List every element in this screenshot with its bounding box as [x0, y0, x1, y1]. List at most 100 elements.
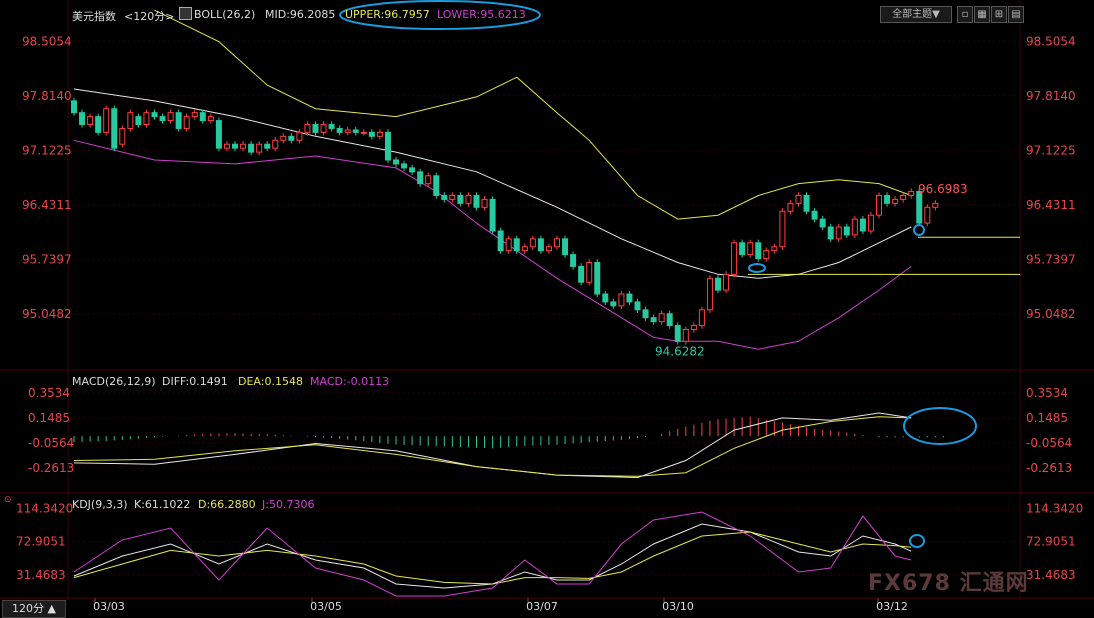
candle-body	[143, 112, 150, 126]
candle-body	[602, 293, 609, 303]
candle-body	[264, 143, 271, 149]
price-tick-label-right: 96.4311	[1026, 198, 1076, 212]
candle-body	[175, 112, 182, 129]
grid-icon[interactable]: ▦	[974, 6, 990, 23]
candle-body	[384, 131, 391, 161]
candle-body	[256, 143, 263, 153]
kdj-tick-label-left: 114.3420	[16, 502, 73, 516]
candle-body	[127, 112, 134, 129]
annotation-ellipse	[903, 407, 977, 445]
candle-body	[666, 313, 673, 327]
candle-body	[537, 238, 544, 252]
kdj-k-line	[73, 523, 912, 589]
candle-body	[932, 202, 939, 208]
candle-body	[167, 112, 174, 122]
candle-body	[513, 238, 520, 252]
candle-body	[859, 218, 866, 232]
date-tick-label: 03/03	[93, 600, 125, 613]
candle-body	[578, 265, 585, 283]
boll-lower-line	[73, 139, 912, 350]
candle-body	[843, 226, 850, 236]
price-tick-label-left: 96.4311	[22, 198, 72, 212]
candle-body	[698, 309, 705, 327]
candle-body	[892, 198, 899, 204]
candle-body	[610, 301, 617, 307]
candle-body	[795, 194, 802, 204]
candle-body	[441, 194, 448, 200]
candle-body	[706, 277, 713, 311]
candle-body	[280, 135, 287, 141]
candle-body	[747, 242, 754, 256]
candle-body	[682, 329, 689, 342]
boll-mid: MID:96.2085	[265, 8, 336, 21]
candle-body	[119, 127, 126, 145]
kdj-tick-label-right: 114.3420	[1026, 502, 1083, 516]
kdj-tick-label-left: 72.9051	[16, 535, 66, 549]
candle-body	[763, 250, 770, 260]
candle-body	[562, 238, 569, 256]
price-tick-label-right: 95.7397	[1026, 252, 1076, 266]
macd-tick-label-left: 0.3534	[28, 386, 70, 400]
date-tick-label: 03/12	[876, 600, 908, 613]
candle-body	[111, 108, 118, 149]
macd-value: MACD:-0.0113	[310, 375, 390, 388]
instrument-name: 美元指数	[72, 10, 116, 23]
candle-body	[497, 230, 504, 252]
candle-body	[570, 254, 577, 267]
boll-label: BOLL(26,2)	[194, 8, 256, 21]
kdj-d-line	[73, 531, 912, 585]
candle-body	[690, 325, 697, 331]
candle-body	[135, 116, 142, 126]
annotation-ellipse	[339, 0, 541, 30]
candle-body	[87, 116, 94, 126]
date-tick-label: 03/05	[310, 600, 342, 613]
kdj-tick-label-right: 72.9051	[1026, 535, 1076, 549]
close-icon[interactable]: ▤	[1008, 6, 1024, 23]
kdj-tick-label-right: 31.4683	[1026, 568, 1076, 582]
period-selector-button[interactable]: 120分 ▲	[2, 600, 66, 618]
candle-body	[642, 309, 649, 319]
boll-toggle-icon[interactable]	[179, 7, 192, 20]
candle-body	[465, 194, 472, 204]
candle-body	[650, 317, 657, 323]
macd-tick-label-right: -0.0564	[1026, 436, 1072, 450]
kdj-tick-label-left: 31.4683	[16, 568, 66, 582]
price-tick-label-right: 97.1225	[1026, 143, 1076, 157]
candle-body	[368, 131, 375, 137]
candle-body	[457, 194, 464, 204]
kdj-settings-icon[interactable]: ⊙	[4, 495, 12, 505]
macd-dea: DEA:0.1548	[238, 375, 303, 388]
candle-body	[819, 218, 826, 228]
annotation-circle	[909, 534, 925, 548]
candle-body	[505, 238, 512, 252]
annotation-circle	[913, 224, 925, 236]
candle-body	[658, 313, 665, 323]
candle-body	[320, 124, 327, 133]
boll-upper-line	[154, 9, 912, 220]
theme-button[interactable]: 全部主题▼	[880, 6, 952, 23]
candle-body	[312, 124, 319, 133]
kdj-j: J:50.7306	[262, 498, 315, 511]
macd-diff-line	[73, 412, 912, 479]
candle-body	[924, 206, 931, 224]
candle-body	[352, 129, 359, 133]
candle-body	[151, 112, 158, 118]
candle-body	[191, 112, 198, 118]
annotation-circle	[748, 263, 766, 273]
price-tick-label-right: 97.8140	[1026, 89, 1076, 103]
price-tick-label-left: 97.8140	[22, 89, 72, 103]
expand-icon[interactable]: ⊞	[991, 6, 1007, 23]
macd-tick-label-right: -0.2613	[1026, 461, 1072, 475]
candle-body	[723, 273, 730, 291]
candle-body	[215, 120, 222, 149]
candle-body	[207, 116, 214, 122]
candle-body	[240, 143, 247, 149]
candle-body	[393, 159, 399, 165]
restore-icon[interactable]: ▫	[957, 6, 973, 23]
candle-body	[449, 194, 456, 200]
macd-label: MACD(26,12,9)	[72, 375, 156, 388]
candle-body	[851, 218, 858, 236]
candle-body	[811, 210, 818, 220]
candle-body	[674, 325, 681, 342]
